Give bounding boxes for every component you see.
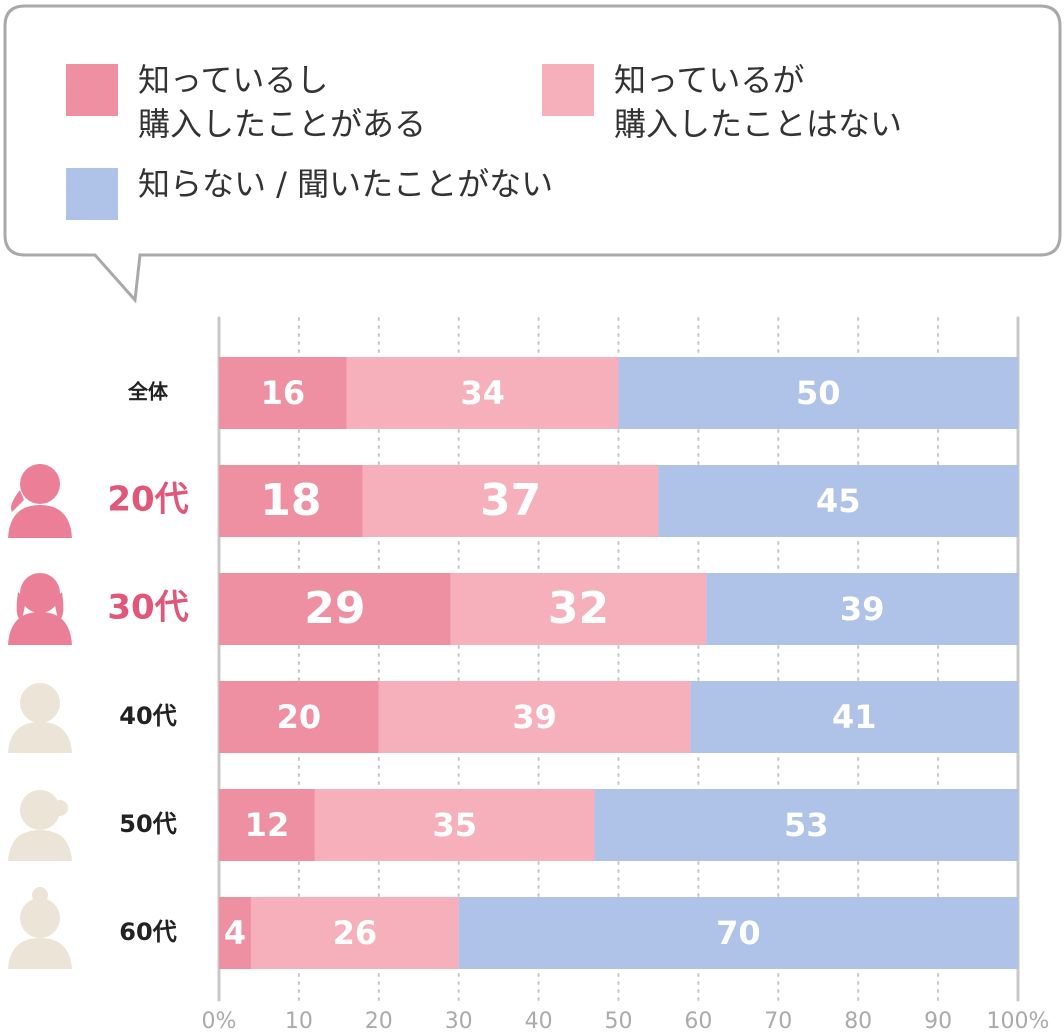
value-label: 26 (333, 914, 378, 952)
bar-segment (690, 681, 1018, 753)
bar-segment (618, 357, 1018, 429)
x-tick-label: 70 (764, 1009, 792, 1034)
value-label: 39 (512, 698, 557, 736)
bar-segment (346, 357, 619, 429)
value-label: 12 (245, 806, 290, 844)
bar-segment (219, 681, 379, 753)
y-tick-label: 20代 (107, 480, 188, 520)
bar-segment (250, 897, 459, 969)
legend-item: 知っているが 購入したことはない (542, 61, 902, 146)
legend-item: 知らない / 聞いたことがない (66, 165, 553, 220)
bar-segment (594, 789, 1018, 861)
bar-segment (378, 681, 691, 753)
y-tick-label: 40代 (119, 702, 176, 730)
bar-segment (219, 357, 347, 429)
x-tick-label: 80 (844, 1009, 872, 1034)
bar-segment (314, 789, 595, 861)
x-tick-label: 40 (525, 1009, 553, 1034)
legend-label: 知っているし 購入したことがある (138, 61, 427, 143)
x-tick-label: 50 (605, 1009, 633, 1034)
legend-bubble (3, 4, 1062, 304)
y-tick-label: 50代 (119, 810, 176, 838)
legend-label: 知らない / 聞いたことがない (138, 165, 554, 203)
bar-segment (219, 897, 251, 969)
bar-segment (362, 465, 659, 537)
value-label: 20 (277, 698, 322, 736)
legend-swatch (66, 168, 118, 220)
x-tick-label: 10 (285, 1009, 313, 1034)
bar-segment (219, 573, 451, 645)
icon (8, 683, 72, 969)
icon (8, 464, 72, 645)
x-tick-label: 20 (365, 1009, 393, 1034)
x-tick-label: 90 (924, 1009, 952, 1034)
y-tick-label: 30代 (107, 588, 188, 628)
legend-label: 知っているが 購入したことはない (614, 61, 903, 143)
value-label: 70 (716, 914, 761, 952)
x-tick-label: 30 (445, 1009, 473, 1034)
bar-segment (219, 789, 315, 861)
x-tick-label: 100% (987, 1009, 1050, 1034)
y-tick-label: 全体 (127, 380, 169, 404)
x-tick-label: 60 (684, 1009, 712, 1034)
value-label: 34 (460, 374, 505, 412)
legend-item: 知っているし 購入したことがある (66, 61, 426, 146)
value-label: 4 (224, 914, 246, 952)
value-label: 45 (816, 482, 861, 520)
bar-segment (450, 573, 707, 645)
bar-segment (219, 465, 363, 537)
value-label: 39 (840, 590, 885, 628)
bar-segment (658, 465, 1018, 537)
value-label: 29 (304, 583, 365, 634)
bar-segment (706, 573, 1018, 645)
legend-swatch (66, 64, 118, 116)
value-label: 37 (480, 475, 541, 526)
value-label: 35 (432, 806, 477, 844)
bar-segment (458, 897, 1018, 969)
value-label: 53 (784, 806, 829, 844)
value-label: 16 (261, 374, 306, 412)
legend-swatch (542, 64, 594, 116)
y-tick-label: 60代 (119, 918, 176, 946)
value-label: 18 (260, 475, 321, 526)
value-label: 32 (548, 583, 609, 634)
value-label: 50 (796, 374, 841, 412)
value-label: 41 (832, 698, 877, 736)
x-tick-label: 0% (202, 1009, 237, 1034)
